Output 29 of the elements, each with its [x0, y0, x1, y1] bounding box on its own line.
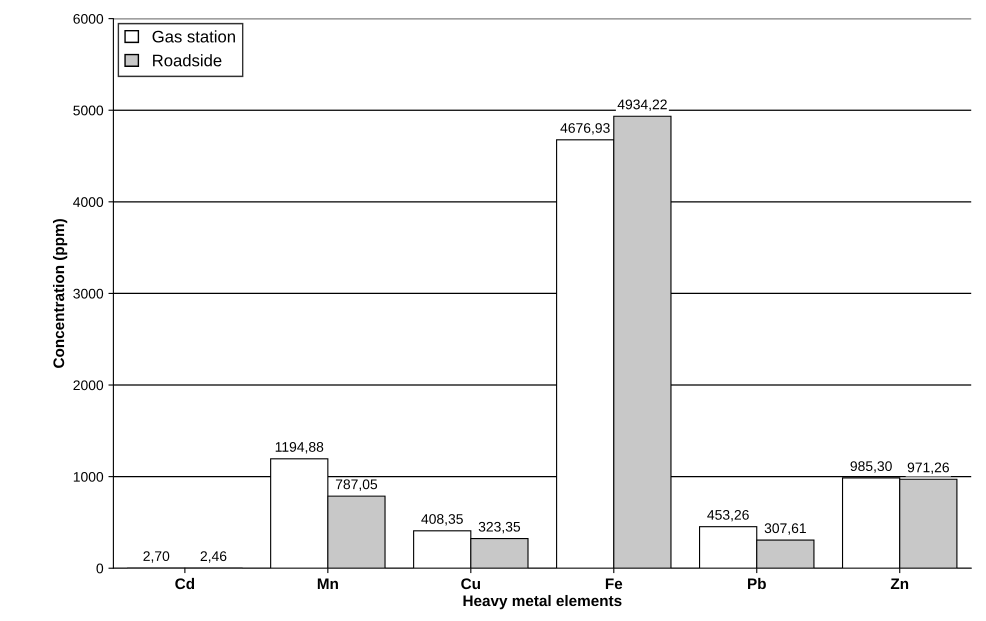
x-tick-label: Mn — [318, 578, 338, 590]
data-label: 971,26 — [908, 462, 949, 474]
data-label: 453,26 — [707, 510, 749, 522]
x-tick-label: Pb — [748, 578, 766, 590]
x-tick-label: Zn — [890, 578, 908, 590]
y-tick-label: 3000 — [73, 288, 104, 299]
data-label: 1194,88 — [276, 442, 324, 454]
y-tick-label: 4000 — [73, 197, 104, 207]
data-label: 787,05 — [336, 479, 378, 491]
x-tick-label: Fe — [606, 578, 622, 590]
x-tick-label: Cd — [175, 578, 194, 590]
data-label: 2,46 — [200, 551, 226, 563]
x-tick-label: Cu — [461, 578, 480, 590]
data-label: 323,35 — [478, 522, 520, 534]
y-tick-label: 5000 — [73, 106, 104, 116]
x-axis-title: Heavy metal elements — [464, 594, 622, 610]
data-label: 4676,93 — [560, 123, 610, 135]
data-label: 2,70 — [143, 551, 170, 563]
data-label: 408,35 — [421, 514, 463, 526]
y-tick-label: 2000 — [73, 380, 104, 390]
y-tick-label: 6000 — [73, 14, 104, 24]
data-label: 4934,22 — [618, 100, 667, 111]
y-axis-title: Concentration (ppm) — [52, 219, 68, 368]
legend-label: Gas station — [152, 30, 235, 43]
y-tick-label: 1000 — [74, 472, 104, 482]
data-label: 985,30 — [850, 461, 892, 473]
legend-label: Roadside — [153, 54, 222, 66]
y-tick-label: 0 — [96, 564, 104, 574]
data-label: 307,61 — [764, 523, 806, 535]
